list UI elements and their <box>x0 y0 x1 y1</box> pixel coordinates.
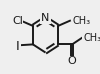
Text: I: I <box>16 40 20 53</box>
Text: N: N <box>41 13 50 23</box>
Text: Cl: Cl <box>12 16 23 26</box>
Text: O: O <box>68 56 76 66</box>
Text: CH₃: CH₃ <box>72 16 90 26</box>
Text: CH₃: CH₃ <box>84 33 100 44</box>
